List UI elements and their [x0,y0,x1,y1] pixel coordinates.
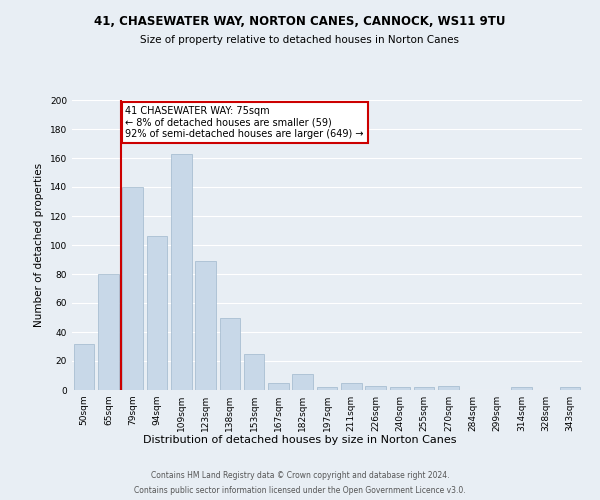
Bar [365,386,386,390]
Bar [414,387,434,390]
Bar [438,386,459,390]
Bar [560,387,580,390]
Bar [511,387,532,390]
Bar [74,344,94,390]
Bar [146,236,167,390]
Text: Distribution of detached houses by size in Norton Canes: Distribution of detached houses by size … [143,435,457,445]
Bar [317,387,337,390]
Text: Contains public sector information licensed under the Open Government Licence v3: Contains public sector information licen… [134,486,466,495]
Y-axis label: Number of detached properties: Number of detached properties [34,163,44,327]
Bar [268,383,289,390]
Bar [98,274,119,390]
Text: Size of property relative to detached houses in Norton Canes: Size of property relative to detached ho… [140,35,460,45]
Text: 41 CHASEWATER WAY: 75sqm
← 8% of detached houses are smaller (59)
92% of semi-de: 41 CHASEWATER WAY: 75sqm ← 8% of detache… [125,106,364,139]
Bar [122,187,143,390]
Bar [244,354,265,390]
Bar [292,374,313,390]
Bar [171,154,191,390]
Bar [220,318,240,390]
Text: Contains HM Land Registry data © Crown copyright and database right 2024.: Contains HM Land Registry data © Crown c… [151,471,449,480]
Bar [389,387,410,390]
Bar [195,261,216,390]
Text: 41, CHASEWATER WAY, NORTON CANES, CANNOCK, WS11 9TU: 41, CHASEWATER WAY, NORTON CANES, CANNOC… [94,15,506,28]
Bar [341,383,362,390]
